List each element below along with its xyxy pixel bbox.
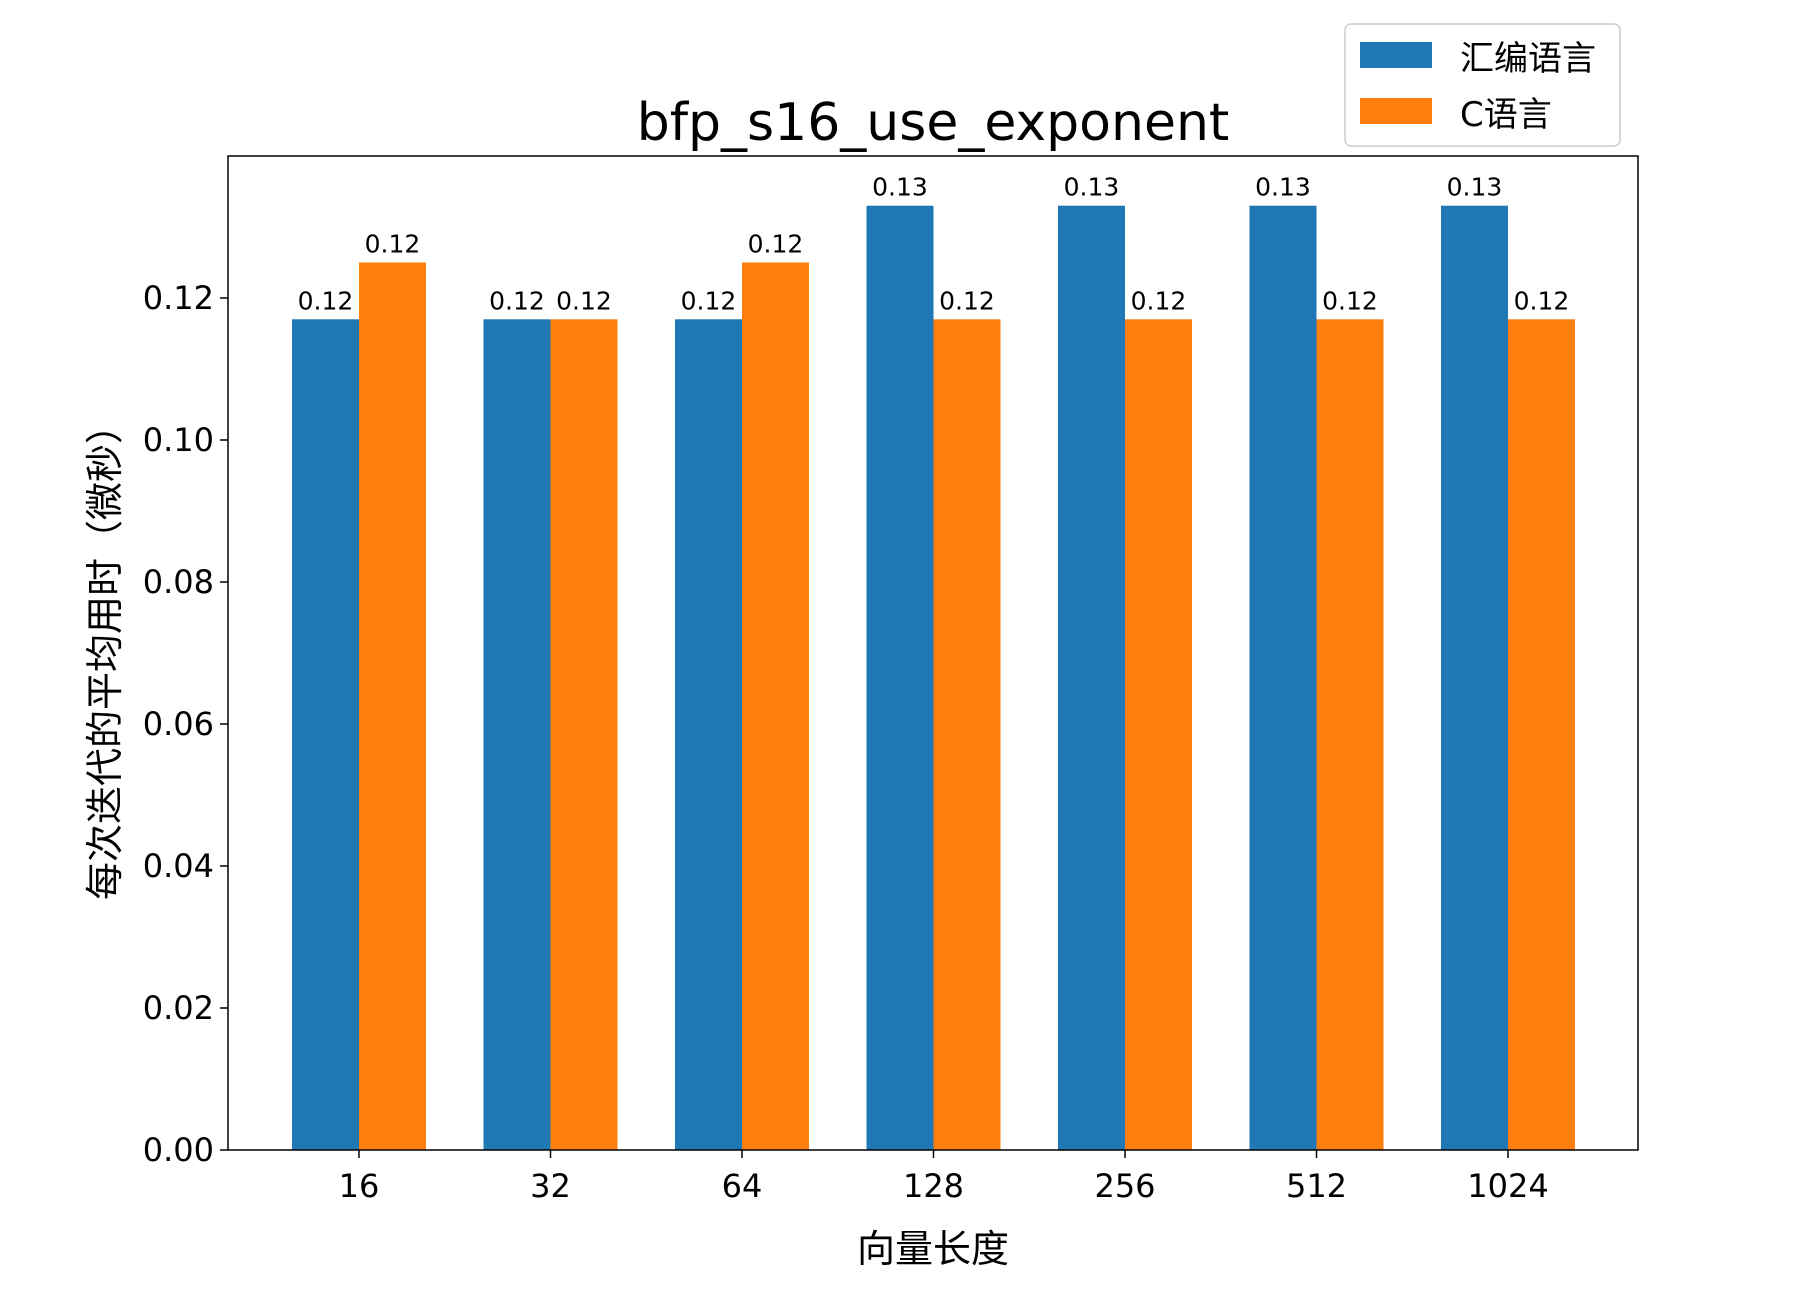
bar-asm-128: [866, 205, 934, 1150]
y-tick-label: 0.10: [143, 421, 214, 459]
y-tick-label: 0.06: [143, 705, 214, 743]
bar-c-32: [550, 319, 618, 1150]
y-tick-label: 0.00: [143, 1131, 214, 1169]
x-tick-label: 64: [722, 1167, 763, 1205]
legend-label-asm: 汇编语言: [1460, 39, 1596, 79]
x-tick-label: 512: [1286, 1167, 1347, 1205]
y-tick-label: 0.12: [143, 279, 214, 317]
y-tick-label: 0.02: [143, 989, 214, 1027]
bar-c-1024: [1508, 319, 1575, 1150]
bar-value-label: 0.13: [1447, 173, 1503, 202]
bar-asm-512: [1249, 205, 1317, 1150]
legend-swatch-c: [1360, 98, 1432, 124]
x-axis-label: 向量长度: [857, 1227, 1009, 1271]
bar-asm-64: [675, 319, 742, 1150]
bar-asm-32: [483, 319, 551, 1150]
bar-c-128: [933, 319, 1001, 1150]
bar-c-512: [1316, 319, 1384, 1150]
legend-swatch-asm: [1360, 42, 1432, 68]
bar-value-label: 0.12: [1322, 286, 1378, 315]
legend: 汇编语言 C语言: [1344, 23, 1621, 147]
bar-value-label: 0.12: [939, 286, 995, 315]
x-tick-label: 32: [530, 1167, 571, 1205]
bar-value-label: 0.12: [298, 286, 354, 315]
bar-value-label: 0.13: [1255, 173, 1311, 202]
bar-value-label: 0.12: [1514, 286, 1570, 315]
bar-value-label: 0.12: [489, 286, 545, 315]
y-tick-label: 0.04: [143, 847, 214, 885]
bar-asm-256: [1058, 205, 1125, 1150]
chart-title: bfp_s16_use_exponent: [637, 93, 1230, 153]
legend-label-c: C语言: [1460, 95, 1552, 135]
x-tick-label: 256: [1094, 1167, 1155, 1205]
x-tick-label: 1024: [1467, 1167, 1548, 1205]
x-tick-label: 128: [903, 1167, 964, 1205]
y-axis-label: 每次迭代的平均用时（微秒）: [83, 406, 127, 900]
bar-value-label: 0.12: [365, 230, 421, 259]
y-tick-label: 0.08: [143, 563, 214, 601]
bar-c-64: [742, 262, 809, 1150]
bar-asm-16: [292, 319, 359, 1150]
bar-c-256: [1125, 319, 1192, 1150]
bar-value-label: 0.12: [748, 230, 804, 259]
bar-value-label: 0.12: [681, 286, 737, 315]
bar-value-label: 0.13: [1064, 173, 1120, 202]
bar-asm-1024: [1441, 205, 1508, 1150]
bar-value-label: 0.12: [1131, 286, 1187, 315]
bar-value-label: 0.12: [556, 286, 612, 315]
bar-c-16: [359, 262, 426, 1150]
bar-value-label: 0.13: [872, 173, 928, 202]
x-tick-label: 16: [339, 1167, 380, 1205]
